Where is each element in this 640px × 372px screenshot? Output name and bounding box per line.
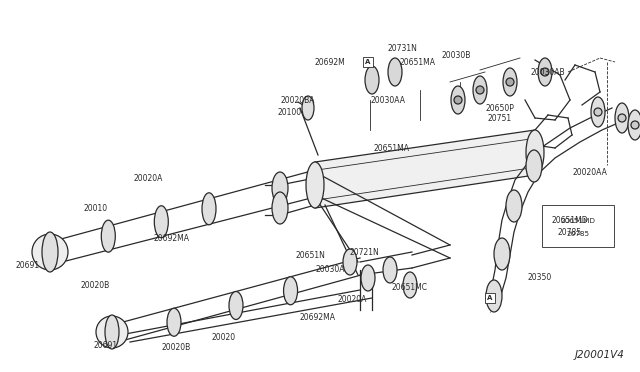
Text: 20020: 20020 xyxy=(212,334,236,343)
Bar xyxy=(485,293,495,303)
Text: 20692MA: 20692MA xyxy=(300,314,336,323)
Ellipse shape xyxy=(591,97,605,127)
Ellipse shape xyxy=(229,292,243,320)
Text: 20650P: 20650P xyxy=(486,103,515,112)
Ellipse shape xyxy=(42,232,58,272)
Text: A: A xyxy=(365,59,371,65)
Ellipse shape xyxy=(306,162,324,208)
Ellipse shape xyxy=(272,172,288,204)
Circle shape xyxy=(618,114,626,122)
Ellipse shape xyxy=(365,66,379,94)
Text: 20020A: 20020A xyxy=(133,173,163,183)
Text: 20030AB: 20030AB xyxy=(531,67,565,77)
Circle shape xyxy=(476,86,484,94)
Text: 20651N: 20651N xyxy=(295,250,325,260)
Ellipse shape xyxy=(388,58,402,86)
Ellipse shape xyxy=(154,206,168,238)
Ellipse shape xyxy=(383,257,397,283)
Text: 20731N: 20731N xyxy=(387,44,417,52)
Text: 20020B: 20020B xyxy=(161,343,191,353)
Ellipse shape xyxy=(473,76,487,104)
Ellipse shape xyxy=(494,238,510,270)
Circle shape xyxy=(96,316,128,348)
Ellipse shape xyxy=(167,308,181,336)
Circle shape xyxy=(454,96,462,104)
Text: 20785: 20785 xyxy=(558,228,582,237)
Ellipse shape xyxy=(486,280,502,312)
Bar xyxy=(542,205,614,247)
Text: 20785: 20785 xyxy=(566,231,589,237)
Circle shape xyxy=(506,78,514,86)
Text: 20651MA: 20651MA xyxy=(374,144,410,153)
Text: 20030AA: 20030AA xyxy=(371,96,406,105)
Ellipse shape xyxy=(343,249,357,275)
Bar xyxy=(363,57,373,67)
Text: 20691: 20691 xyxy=(94,340,118,350)
Circle shape xyxy=(594,108,602,116)
Text: J20001V4: J20001V4 xyxy=(575,350,625,360)
Ellipse shape xyxy=(302,96,314,120)
Ellipse shape xyxy=(202,193,216,225)
Ellipse shape xyxy=(526,130,544,175)
Polygon shape xyxy=(315,130,535,208)
Text: 20350: 20350 xyxy=(528,273,552,282)
Text: 20020A: 20020A xyxy=(337,295,367,305)
Text: 20692MA: 20692MA xyxy=(154,234,190,243)
Text: 20030A: 20030A xyxy=(316,266,345,275)
Ellipse shape xyxy=(628,110,640,140)
Ellipse shape xyxy=(361,265,375,291)
Text: 20010: 20010 xyxy=(84,203,108,212)
Circle shape xyxy=(541,68,549,76)
Ellipse shape xyxy=(506,190,522,222)
Text: 20651MD: 20651MD xyxy=(552,215,588,224)
Text: 20030B: 20030B xyxy=(442,51,470,60)
Ellipse shape xyxy=(526,150,542,182)
Text: 20651MA: 20651MA xyxy=(400,58,436,67)
Ellipse shape xyxy=(403,272,417,298)
Circle shape xyxy=(631,121,639,129)
Text: A: A xyxy=(487,295,493,301)
Text: 20651MD: 20651MD xyxy=(561,218,595,224)
Text: 20751: 20751 xyxy=(488,113,512,122)
Text: 20651MC: 20651MC xyxy=(392,283,428,292)
Ellipse shape xyxy=(284,277,298,305)
Text: 20100: 20100 xyxy=(278,108,302,116)
Ellipse shape xyxy=(538,58,552,86)
Text: 20020B: 20020B xyxy=(81,280,109,289)
Text: 20691: 20691 xyxy=(16,260,40,269)
Ellipse shape xyxy=(101,220,115,252)
Text: 20020AA: 20020AA xyxy=(573,167,607,176)
Ellipse shape xyxy=(105,315,119,349)
Text: 20020BA: 20020BA xyxy=(281,96,316,105)
Text: 20692M: 20692M xyxy=(315,58,346,67)
Ellipse shape xyxy=(272,192,288,224)
Ellipse shape xyxy=(615,103,629,133)
Ellipse shape xyxy=(503,68,517,96)
Ellipse shape xyxy=(451,86,465,114)
Text: 20721N: 20721N xyxy=(349,247,379,257)
Circle shape xyxy=(32,234,68,270)
